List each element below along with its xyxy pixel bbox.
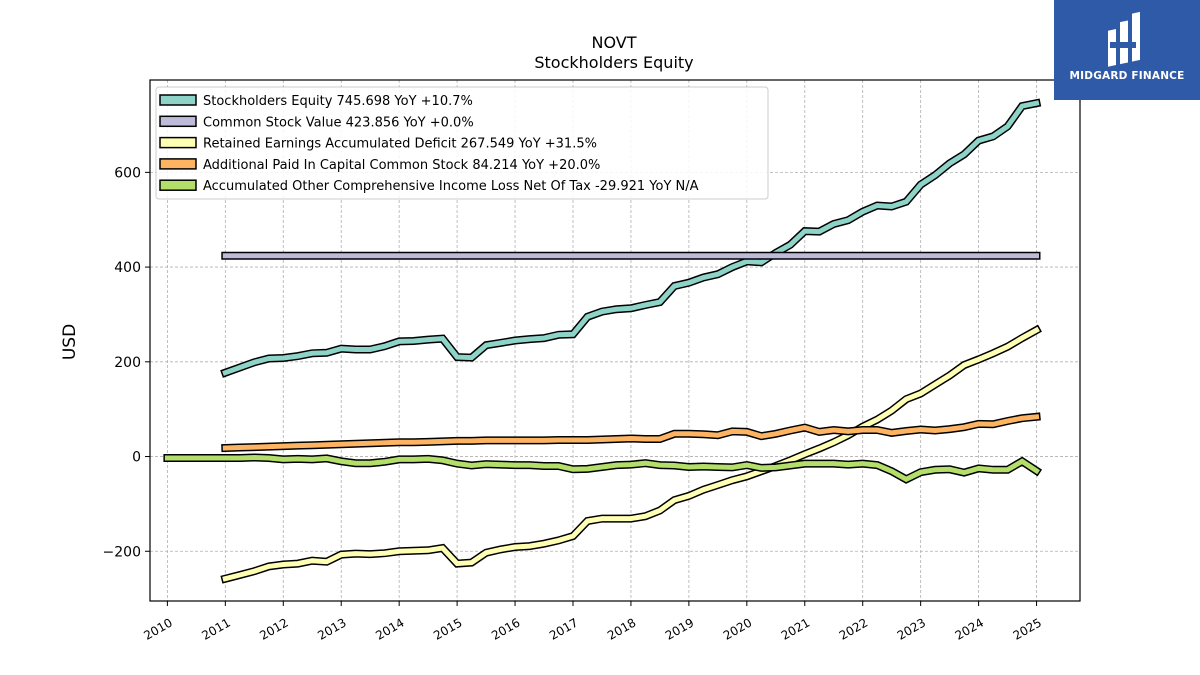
series-line	[164, 454, 1040, 483]
x-tick-label: 2020	[721, 615, 754, 642]
legend-swatch	[159, 115, 197, 128]
x-tick-label: 2016	[489, 615, 522, 642]
x-tick-label: 2023	[895, 615, 928, 642]
midgard-finance-logo: MIDGARD FINANCE	[1054, 0, 1200, 100]
legend-swatch	[159, 136, 197, 149]
x-tick-label: 2013	[315, 615, 348, 642]
x-tick-label: 2024	[953, 615, 986, 642]
x-tick-label: 2012	[257, 615, 290, 642]
legend-label: Common Stock Value 423.856 YoY +0.0%	[203, 115, 474, 130]
logo-mark-icon	[1108, 11, 1140, 67]
legend-label: Retained Earnings Accumulated Deficit 26…	[203, 137, 597, 152]
y-axis-label: USD	[60, 324, 80, 360]
legend-swatch	[159, 94, 197, 106]
x-tick-label: 2018	[605, 615, 638, 642]
legend-box	[155, 86, 769, 200]
x-tick-label: 2021	[779, 615, 812, 642]
series-5	[163, 453, 1043, 484]
logo-text: MIDGARD FINANCE	[1069, 70, 1185, 82]
legend-label: Accumulated Other Comprehensive Income L…	[203, 179, 699, 194]
series-line	[222, 414, 1040, 451]
series-3	[220, 324, 1042, 584]
plot-frame	[149, 79, 1081, 602]
legend-item: Common Stock Value 423.856 YoY +0.0%	[159, 115, 474, 130]
x-tick-label: 2017	[547, 615, 580, 642]
x-tick-label: 2014	[373, 615, 406, 642]
x-tick-label: 2011	[199, 615, 232, 642]
legend-label: Stockholders Equity 745.698 YoY +10.7%	[203, 94, 473, 109]
y-tick-label: 600	[114, 165, 141, 181]
legend-label: Additional Paid In Capital Common Stock …	[203, 158, 600, 173]
series-layer	[163, 98, 1043, 584]
legend-item: Additional Paid In Capital Common Stock …	[159, 158, 600, 173]
x-tick-label: 2019	[663, 615, 696, 642]
series-line	[222, 100, 1040, 376]
series-line	[222, 326, 1040, 582]
legend-swatch	[159, 158, 197, 170]
legend-item: Stockholders Equity 745.698 YoY +10.7%	[159, 94, 473, 109]
legend: Stockholders Equity 745.698 YoY +10.7% Co…	[155, 86, 769, 200]
x-tick-label: 2025	[1011, 615, 1044, 642]
chart-title: NOVT	[592, 33, 637, 52]
y-tick-label: 400	[114, 260, 141, 276]
series-1	[220, 98, 1042, 378]
series-4	[221, 412, 1041, 453]
legend-item: Retained Earnings Accumulated Deficit 26…	[159, 136, 597, 152]
chart-subtitle: Stockholders Equity	[534, 53, 693, 72]
y-tick-label: 200	[114, 355, 141, 371]
legend-swatch	[159, 179, 197, 191]
legend-item: Accumulated Other Comprehensive Income L…	[159, 179, 699, 194]
y-tick-label: 0	[132, 450, 141, 466]
x-tick-label: 2022	[837, 615, 870, 642]
y-tick-label: −200	[103, 544, 141, 560]
x-tick-label: 2015	[431, 615, 464, 642]
x-tick-label: 2010	[141, 615, 174, 642]
